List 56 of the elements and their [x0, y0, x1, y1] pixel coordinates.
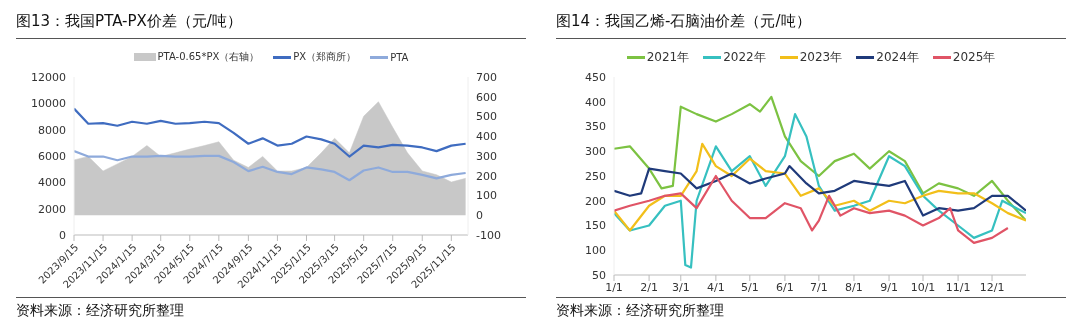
y-tick-label: 300 [585, 145, 606, 159]
y-tick-label: 400 [585, 95, 606, 109]
chart-title: 图13：我国PTA-PX价差（元/吨） [16, 8, 526, 39]
y-tick-label: 12000 [31, 70, 66, 84]
y2-tick-label: 100 [476, 189, 497, 203]
line-series [74, 107, 467, 158]
legend-label: 2023年 [799, 48, 843, 66]
y-tick-label: 6000 [38, 149, 66, 163]
x-tick-label: 1/1 [605, 280, 623, 294]
y2-tick-label: 500 [476, 110, 497, 124]
y-tick-label: 10000 [31, 97, 66, 111]
legend-label: 2022年 [723, 48, 766, 66]
legend-label: PX（郑商所） [293, 50, 357, 64]
y-tick-label: 100 [585, 244, 606, 258]
line-series [614, 95, 1026, 222]
x-tick-label: 6/1 [776, 280, 794, 294]
x-tick-label: 4/1 [707, 280, 725, 294]
y2-tick-label: 200 [476, 169, 497, 183]
y-tick-label: 250 [585, 169, 606, 183]
x-tick-label: 2/1 [640, 280, 658, 294]
chart-title: 图14：我国乙烯-石脑油价差（元/吨） [556, 8, 1066, 39]
y2-tick-label: -100 [476, 228, 501, 242]
y-tick-label: 8000 [38, 123, 66, 137]
y2-tick-label: 700 [476, 70, 497, 84]
line-series [74, 150, 467, 182]
legend-label: 2024年 [876, 48, 919, 66]
x-tick-label: 11/1 [945, 280, 971, 294]
text: 资料来源：经济研究所整理 [556, 302, 725, 320]
line-series [614, 142, 1026, 232]
legend-label: 2025年 [952, 48, 996, 66]
x-tick-label: 8/1 [845, 280, 863, 294]
y2-tick-label: 400 [476, 130, 497, 144]
y-tick-label: 150 [585, 219, 606, 233]
line-series [614, 174, 1009, 244]
y-tick-label: 350 [585, 120, 606, 134]
y2-tick-label: 300 [476, 149, 497, 163]
y-tick-label: 2000 [38, 202, 66, 216]
y-tick-label: 4000 [38, 176, 66, 190]
x-tick-label: 10/1 [910, 280, 936, 294]
y-tick-label: 50 [592, 268, 606, 282]
x-tick-label: 9/1 [880, 280, 898, 294]
y-tick-label: 200 [585, 194, 606, 208]
legend-label: PTA [390, 51, 409, 63]
y2-tick-label: 600 [476, 90, 497, 104]
legend-label: PTA-0.65*PX（右轴） [157, 50, 260, 64]
x-tick-label: 5/1 [740, 280, 759, 294]
line-series [614, 113, 1026, 269]
text: 资料来源：经济研究所整理 [16, 302, 185, 320]
line-series [614, 165, 1026, 217]
x-tick-label: 7/1 [810, 280, 828, 294]
y-tick-label: 0 [59, 228, 66, 242]
x-tick-label: 12/1 [979, 280, 1005, 294]
y-tick-label: 450 [585, 70, 606, 84]
legend-label: 2021年 [646, 48, 690, 66]
x-tick-label: 3/1 [671, 280, 690, 294]
y2-tick-label: 0 [476, 209, 483, 223]
